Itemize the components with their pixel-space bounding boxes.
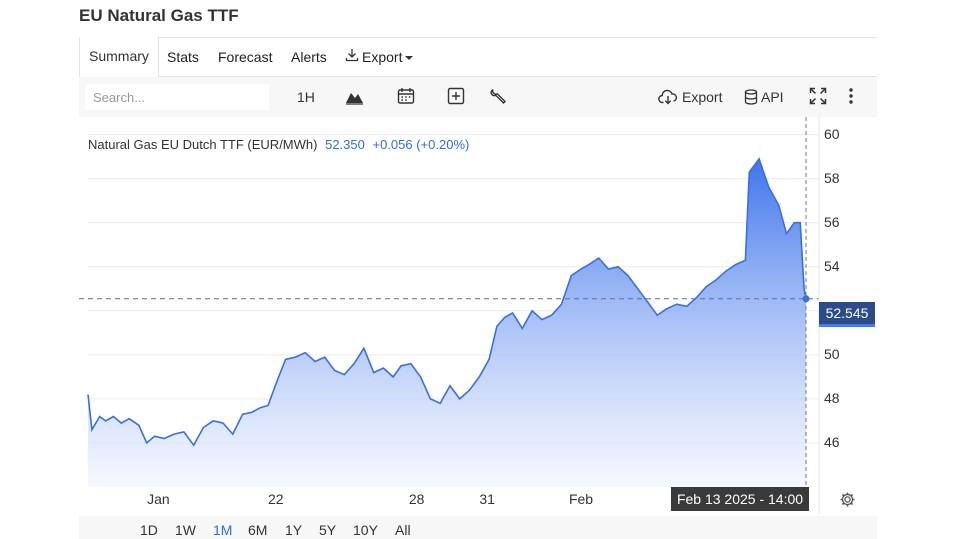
price-area <box>88 158 806 488</box>
price-chart[interactable] <box>79 117 877 539</box>
x-tick-label: 28 <box>408 491 425 507</box>
x-tick-label: Feb <box>568 491 594 507</box>
legend-series: Natural Gas EU Dutch TTF (EUR/MWh) <box>88 137 318 152</box>
range-5y[interactable]: 5Y <box>319 522 337 538</box>
tab-stats[interactable]: Stats <box>167 49 199 65</box>
tab-alerts[interactable]: Alerts <box>291 49 327 65</box>
database-icon <box>744 89 758 105</box>
range-10y[interactable]: 10Y <box>353 522 378 538</box>
more-vertical-icon[interactable] <box>847 87 855 107</box>
y-tick-label: 60 <box>824 125 840 142</box>
page-title: EU Natural Gas TTF <box>79 6 239 25</box>
legend-change: +0.056 (+0.20%) <box>372 137 470 152</box>
range-1m[interactable]: 1M <box>213 522 233 538</box>
y-tick-label: 54 <box>824 257 840 274</box>
gear-icon[interactable] <box>839 491 856 513</box>
search-input[interactable] <box>85 84 269 110</box>
wrench-icon[interactable] <box>490 87 508 107</box>
crosshair-price-label: 52.545 <box>819 302 875 327</box>
x-tick-label: 22 <box>268 491 284 507</box>
range-1w[interactable]: 1W <box>175 522 196 538</box>
api-label: API <box>761 89 784 105</box>
caret-down-icon <box>405 38 414 76</box>
y-tick-label: 48 <box>824 389 840 406</box>
cloud-download-icon <box>658 89 678 105</box>
calendar-icon[interactable] <box>397 87 415 107</box>
download-icon <box>345 38 359 76</box>
y-tick-label: 50 <box>824 345 840 362</box>
y-tick-label: 56 <box>824 213 840 230</box>
legend-last: 52.350 <box>325 137 365 152</box>
chart-toolbar: 1H Export API <box>79 77 877 117</box>
x-tick-label: Jan <box>147 491 170 507</box>
crosshair-date-label: Feb 13 2025 - 14:00 <box>671 487 809 511</box>
chart-legend: Natural Gas EU Dutch TTF (EUR/MWh) 52.35… <box>88 137 469 152</box>
export-label: Export <box>682 89 723 105</box>
tab-forecast[interactable]: Forecast <box>218 49 273 65</box>
tab-export[interactable]: Export <box>345 38 414 76</box>
last-price-marker <box>802 295 810 303</box>
y-tick-label: 58 <box>824 169 840 186</box>
export-button[interactable]: Export <box>658 87 722 107</box>
interval-button[interactable]: 1H <box>297 89 315 105</box>
area-chart-icon[interactable] <box>345 87 364 107</box>
crosshair-price-value: 52.545 <box>825 305 869 321</box>
api-button[interactable]: API <box>744 87 784 107</box>
tab-export-label: Export <box>362 49 403 65</box>
range-1d[interactable]: 1D <box>140 522 158 538</box>
range-1y[interactable]: 1Y <box>285 522 303 538</box>
range-6m[interactable]: 6M <box>248 522 268 538</box>
x-tick-label: 31 <box>479 491 495 507</box>
range-all[interactable]: All <box>395 522 411 538</box>
tab-summary[interactable]: Summary <box>79 37 159 77</box>
tab-bar: Summary Stats Forecast Alerts Export <box>79 37 877 77</box>
price-label-underline <box>819 324 875 327</box>
plus-box-icon[interactable] <box>447 87 465 107</box>
y-tick-label: 46 <box>824 433 840 450</box>
range-selector: 1D 1W 1M 6M 1Y 5Y 10Y All <box>79 516 877 539</box>
price-line <box>87 157 807 447</box>
fullscreen-icon[interactable] <box>809 87 827 107</box>
